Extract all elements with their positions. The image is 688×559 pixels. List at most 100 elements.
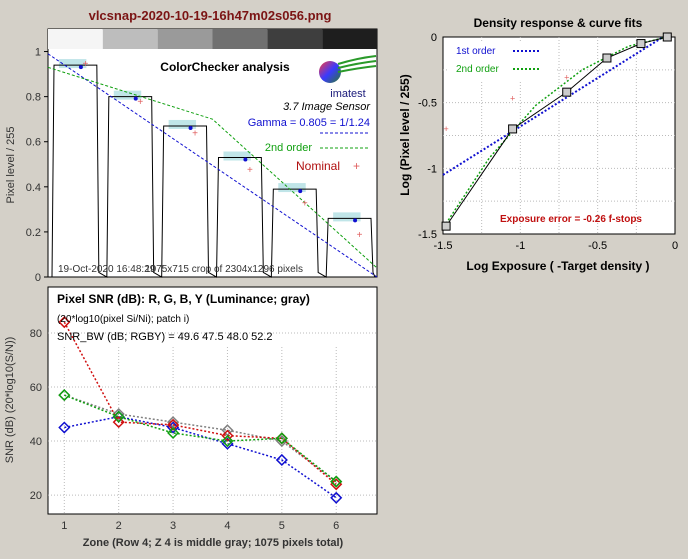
density-measured-point bbox=[636, 39, 646, 49]
density-xlabel: Log Exposure ( -Target density ) bbox=[466, 259, 649, 273]
snr-marks bbox=[58, 316, 343, 504]
gray-strip-patch bbox=[322, 29, 377, 49]
y-tick-label: 0.4 bbox=[26, 182, 41, 194]
y-tick-label: 20 bbox=[30, 490, 42, 502]
x-tick-label: -1.5 bbox=[434, 240, 453, 252]
patch-band bbox=[333, 212, 361, 222]
snr-title: Pixel SNR (dB): R, G, B, Y (Luminance; g… bbox=[57, 292, 310, 306]
second-order-label: 2nd order bbox=[265, 142, 312, 154]
fit-first-order bbox=[47, 53, 378, 278]
patch-band bbox=[168, 119, 197, 129]
snr-point-r bbox=[221, 429, 234, 442]
x-tick-label: -0.5 bbox=[588, 240, 607, 252]
patch-band bbox=[278, 183, 306, 193]
measured-point bbox=[243, 157, 248, 162]
y-tick-label: 0.2 bbox=[26, 227, 41, 239]
density-title: Density response & curve fits bbox=[474, 16, 643, 30]
gray-strip-patch bbox=[212, 29, 268, 49]
snr-point-g bbox=[275, 432, 288, 445]
patch-band bbox=[113, 90, 142, 100]
gray-patch-strip bbox=[48, 29, 377, 49]
nominal-marker: + bbox=[357, 230, 363, 241]
density-nominal-marker: + bbox=[564, 73, 569, 83]
snr-point-y bbox=[112, 407, 125, 421]
density-measured-point bbox=[662, 32, 672, 42]
colorchecker-title: ColorChecker analysis bbox=[160, 60, 290, 74]
measured-point bbox=[298, 189, 303, 194]
density-legend: 1st order 2nd order bbox=[447, 41, 555, 81]
density-fit-first-order bbox=[442, 33, 668, 176]
gamma-label: Gamma = 0.805 = 1/1.24 bbox=[248, 117, 370, 129]
colorchecker-chart: 0 0.2 0.4 0.6 0.8 1 + + + + + + ColorChecker analy… bbox=[5, 28, 378, 284]
snr-chart: 1 2 3 4 5 6 20 40 60 80 Pixel SNR (dB): R, G, B, … bbox=[4, 286, 378, 549]
y-tick-label: 0.6 bbox=[26, 137, 41, 149]
density-grid-and-ticks: -1.5 -1 -0.5 0 -1.5 -1 -0.5 0 bbox=[418, 32, 678, 252]
snr-series-g bbox=[64, 394, 337, 483]
x-tick-label: 1 bbox=[61, 520, 67, 532]
x-tick-label: 3 bbox=[170, 520, 176, 532]
density-ylabel: Log (Pixel level / 255) bbox=[398, 74, 412, 195]
density-measured-point bbox=[508, 124, 518, 134]
x-tick-label: 0 bbox=[672, 240, 678, 252]
gray-strip-patch bbox=[157, 29, 213, 49]
imatest-logo: imatest bbox=[319, 55, 377, 100]
legend-first-order: 1st order bbox=[456, 46, 496, 57]
colorchecker-ylabel: Pixel level / 255 bbox=[5, 126, 17, 203]
fit-second-order bbox=[47, 66, 378, 269]
y-tick-label: -0.5 bbox=[418, 98, 437, 110]
sensor-label: 3.7 Image Sensor bbox=[283, 101, 371, 113]
snr-point-g bbox=[221, 434, 234, 448]
gray-strip-patch bbox=[102, 29, 158, 49]
y-tick-label: -1.5 bbox=[418, 229, 437, 241]
snr-point-b bbox=[58, 421, 71, 434]
density-measured-point bbox=[602, 53, 612, 63]
snr-point-r bbox=[167, 418, 180, 431]
y-tick-label: 0.8 bbox=[26, 92, 41, 104]
density-marks: + + + bbox=[441, 32, 672, 231]
nominal-marker: + bbox=[82, 59, 88, 70]
snr-subtitle: (20*log10(pixel Si/Ni); patch i) bbox=[57, 314, 189, 325]
nominal-marker: + bbox=[247, 165, 253, 176]
x-tick-label: 2 bbox=[116, 520, 122, 532]
density-fit-second-order bbox=[445, 36, 668, 224]
nominal-marker: + bbox=[137, 97, 143, 108]
measured-point bbox=[133, 96, 138, 101]
crop-info: 1075x715 crop of 2304x1296 pixels bbox=[145, 264, 303, 275]
nominal-label: Nominal bbox=[296, 159, 340, 173]
snr-ylabel: SNR (dB) (20*log10(S/N)) bbox=[4, 337, 16, 464]
y-tick-label: 0 bbox=[35, 272, 41, 284]
imatest-logo-text: imatest bbox=[330, 88, 365, 100]
snr-point-g bbox=[58, 389, 71, 402]
snr-point-b bbox=[275, 453, 288, 467]
colorchecker-y-ticks: 0 0.2 0.4 0.6 0.8 1 bbox=[26, 47, 48, 284]
y-tick-label: -1 bbox=[427, 163, 437, 175]
nominal-marker: + bbox=[192, 129, 198, 140]
gray-strip-patch bbox=[267, 29, 323, 49]
snr-xlabel: Zone (Row 4; Z 4 is middle gray; 1075 pi… bbox=[83, 537, 344, 549]
snr-point-g bbox=[167, 426, 180, 439]
measured-point bbox=[78, 65, 83, 70]
y-tick-label: 0 bbox=[431, 32, 437, 44]
patch-band bbox=[58, 59, 87, 69]
snr-grid-and-ticks: 1 2 3 4 5 6 20 40 60 80 bbox=[30, 328, 377, 532]
gray-strip-patch bbox=[48, 29, 103, 49]
y-tick-label: 1 bbox=[35, 47, 41, 59]
snr-bw-values: SNR_BW (dB; RGBY) = 49.6 47.5 48.0 52.2 bbox=[57, 331, 273, 343]
y-tick-label: 60 bbox=[30, 382, 42, 394]
density-nominal-marker: + bbox=[510, 94, 515, 104]
snr-point-r bbox=[58, 316, 71, 329]
measured-point bbox=[188, 125, 193, 130]
x-tick-label: 5 bbox=[279, 520, 285, 532]
density-measured-point bbox=[441, 221, 451, 231]
density-measured-point bbox=[562, 87, 572, 97]
patch-band bbox=[223, 151, 251, 161]
density-nominal-marker: + bbox=[443, 124, 448, 134]
x-tick-label: 6 bbox=[333, 520, 339, 532]
measured-point bbox=[353, 218, 358, 223]
timestamp: 19-Oct-2020 16:48:29 bbox=[58, 264, 156, 275]
snr-point-g bbox=[330, 475, 343, 488]
snr-plot-area bbox=[47, 286, 378, 515]
colorchecker-marks: + + + + + + bbox=[47, 53, 378, 278]
x-tick-label: 4 bbox=[224, 520, 230, 532]
